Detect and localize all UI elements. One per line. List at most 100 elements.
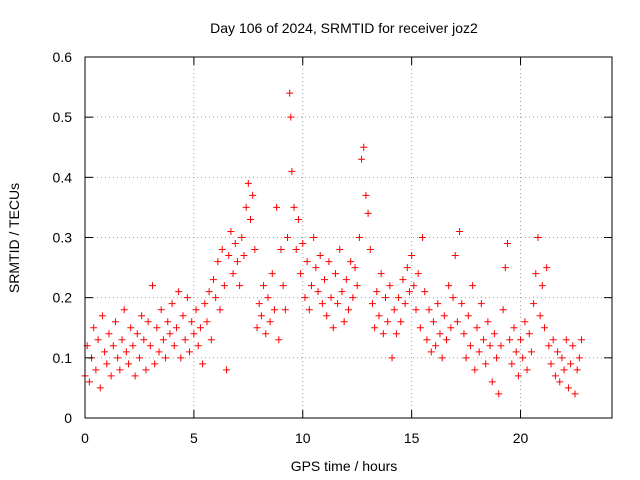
data-point — [569, 342, 577, 350]
data-point — [512, 348, 520, 356]
data-point — [377, 270, 385, 278]
data-point — [207, 336, 215, 344]
data-point — [480, 336, 488, 344]
data-point — [547, 360, 555, 368]
data-point — [540, 324, 548, 332]
data-point — [155, 348, 163, 356]
data-point — [268, 270, 276, 278]
data-point — [109, 342, 117, 350]
data-point — [482, 360, 490, 368]
data-point — [462, 354, 470, 362]
data-point — [353, 282, 361, 290]
data-point — [279, 282, 287, 290]
data-point — [543, 264, 551, 272]
data-point — [199, 360, 207, 368]
data-point — [131, 372, 139, 380]
data-point — [301, 294, 309, 302]
x-tick-label: 5 — [190, 430, 198, 446]
data-point — [338, 288, 346, 296]
data-point — [466, 342, 474, 350]
data-point — [205, 288, 213, 296]
data-point — [564, 384, 572, 392]
data-point — [458, 300, 466, 308]
data-point — [277, 246, 285, 254]
x-tick-label: 15 — [404, 430, 420, 446]
data-point — [90, 324, 98, 332]
data-point — [216, 306, 224, 314]
data-point — [495, 390, 503, 398]
data-point — [536, 312, 544, 320]
data-point — [447, 324, 455, 332]
data-point — [519, 354, 527, 362]
data-point — [506, 336, 514, 344]
data-point — [140, 336, 148, 344]
data-point — [312, 264, 320, 272]
y-tick-label: 0.1 — [53, 350, 73, 366]
data-point — [347, 258, 355, 266]
data-point — [334, 300, 342, 308]
data-point — [122, 348, 130, 356]
data-point — [342, 276, 350, 284]
y-tick-label: 0.2 — [53, 290, 73, 306]
data-point — [567, 360, 575, 368]
data-point — [405, 288, 413, 296]
data-point — [244, 179, 252, 187]
data-point — [521, 318, 529, 326]
data-point — [410, 282, 418, 290]
data-point — [307, 282, 315, 290]
data-point — [266, 318, 274, 326]
data-point — [166, 330, 174, 338]
data-point — [523, 366, 531, 374]
data-point — [172, 324, 180, 332]
chart-title: Day 106 of 2024, SRMTID for receiver joz… — [210, 20, 478, 36]
data-point — [251, 246, 259, 254]
data-point — [573, 366, 581, 374]
data-point — [475, 348, 483, 356]
data-point — [493, 354, 501, 362]
data-point — [247, 215, 255, 223]
data-point — [233, 258, 241, 266]
data-point — [325, 258, 333, 266]
data-point — [562, 336, 570, 344]
data-point — [186, 348, 194, 356]
data-point — [471, 366, 479, 374]
data-point — [85, 378, 93, 386]
data-point — [135, 354, 143, 362]
data-point — [303, 258, 311, 266]
data-point — [397, 318, 405, 326]
data-point — [116, 366, 124, 374]
data-point — [179, 312, 187, 320]
data-point — [229, 270, 237, 278]
data-point — [129, 342, 137, 350]
data-point — [316, 252, 324, 260]
data-point — [497, 342, 505, 350]
data-point — [142, 366, 150, 374]
data-point — [164, 318, 172, 326]
data-point — [382, 294, 390, 302]
data-point — [299, 240, 307, 248]
data-point — [434, 300, 442, 308]
grid-lines — [85, 57, 612, 418]
data-point — [445, 282, 453, 290]
data-point — [253, 324, 261, 332]
data-point — [209, 276, 217, 284]
data-point — [255, 300, 263, 308]
data-point — [242, 203, 250, 211]
data-point — [153, 324, 161, 332]
data-point — [329, 324, 337, 332]
data-point — [223, 366, 231, 374]
data-point — [503, 240, 511, 248]
data-point — [425, 306, 433, 314]
data-point — [558, 354, 566, 362]
data-point — [144, 318, 152, 326]
data-point — [227, 227, 235, 235]
data-point — [578, 336, 586, 344]
data-point — [440, 312, 448, 320]
data-point — [168, 300, 176, 308]
data-point — [188, 318, 196, 326]
data-point — [231, 240, 239, 248]
data-point — [429, 318, 437, 326]
data-point — [501, 264, 509, 272]
data-point — [286, 89, 294, 97]
data-point — [371, 324, 379, 332]
